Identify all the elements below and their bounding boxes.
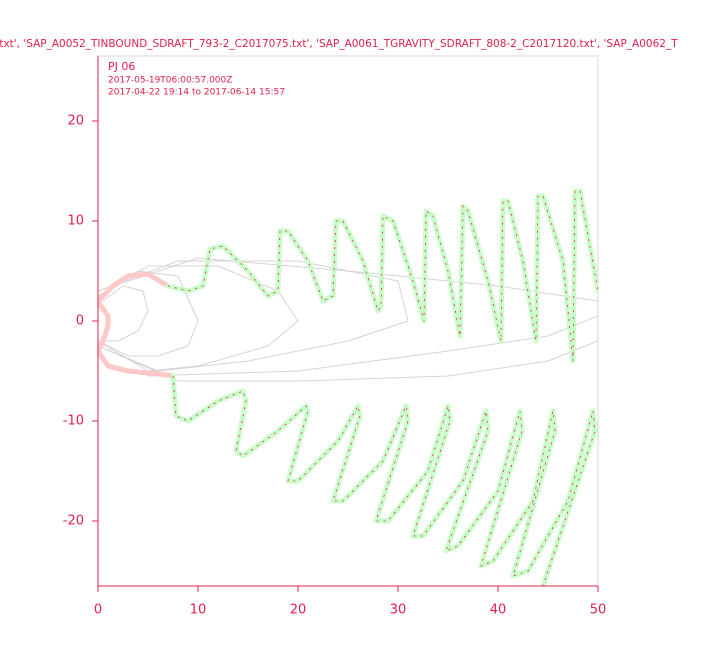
- annotation: PJ 06: [108, 60, 135, 73]
- trajectory: [98, 257, 598, 302]
- trajectory: [98, 265, 299, 372]
- plot-frame: [97, 55, 599, 587]
- y-tick-label: 10: [67, 214, 84, 229]
- y-tick-label: 20: [67, 114, 84, 129]
- trajectory: [98, 271, 176, 379]
- trajectory: [147, 315, 598, 377]
- y-tick-label: 0: [76, 314, 84, 329]
- x-tick-label: 20: [290, 603, 307, 618]
- plot-area: [98, 188, 598, 586]
- x-tick-label: 30: [390, 603, 407, 618]
- trajectory-overlay: [167, 190, 598, 362]
- x-tick-label: 10: [190, 603, 207, 618]
- x-tick-label: 0: [94, 603, 102, 618]
- trajectory: [98, 260, 409, 372]
- y-tick-label: -10: [63, 414, 84, 429]
- annotation: 2017-04-22 19:14 to 2017-06-14 15:57: [108, 88, 285, 98]
- y-tick-label: -20: [63, 514, 84, 529]
- trajectory: [170, 373, 598, 586]
- trajectory-overlay: [172, 375, 596, 586]
- x-tick-label: 40: [490, 603, 507, 618]
- trajectory: [102, 285, 149, 342]
- chart-title: .txt', 'SAP_A0052_TINBOUND_SDRAFT_793-2_…: [0, 38, 678, 50]
- trajectory: [165, 188, 598, 364]
- annotation: 2017-05-19T06:00:57.000Z: [108, 76, 232, 86]
- x-tick-label: 50: [590, 603, 607, 618]
